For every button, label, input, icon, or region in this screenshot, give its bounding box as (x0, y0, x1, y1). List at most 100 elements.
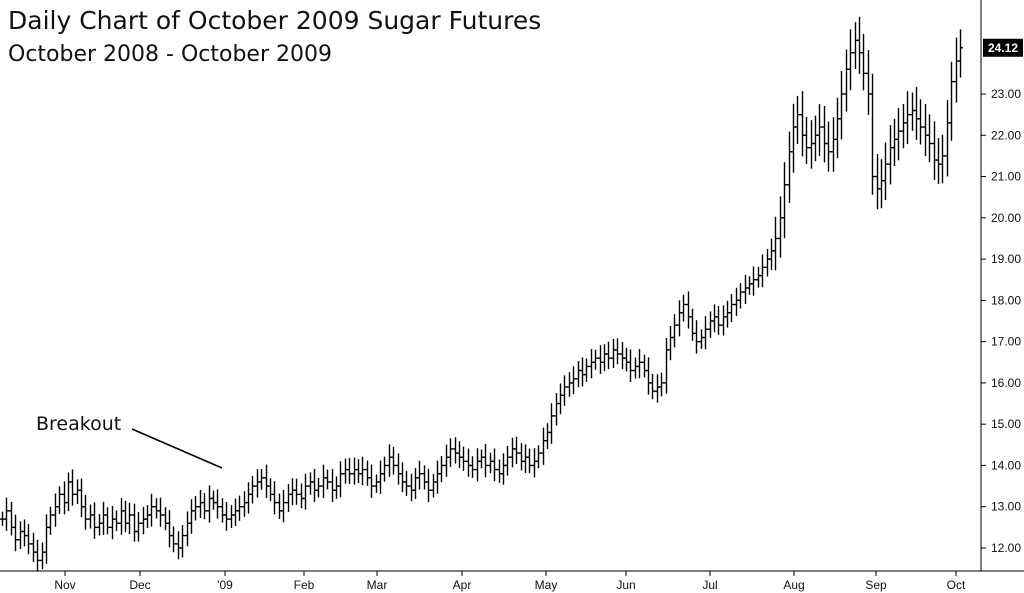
ohlc-bar (422, 465, 427, 490)
ohlc-bar (712, 304, 717, 333)
ohlc-bar (483, 444, 488, 478)
x-tick-label: Jun (616, 578, 635, 592)
x-tick-label: Jul (702, 578, 717, 592)
ohlc-bar (57, 486, 62, 514)
ohlc-bar (281, 489, 286, 523)
ohlc-bar (800, 91, 805, 157)
ohlc-bar (681, 294, 686, 322)
ohlc-bar (536, 445, 541, 469)
ohlc-bar (848, 29, 853, 91)
ohlc-bar (633, 357, 638, 379)
ohlc-bar (189, 499, 194, 534)
ohlc-bar (105, 507, 110, 535)
ohlc-bar (835, 97, 840, 159)
ohlc-bar (831, 117, 836, 172)
ohlc-bar (782, 162, 787, 239)
ohlc-bar (101, 501, 106, 536)
ohlc-bar (13, 514, 18, 552)
ohlc-bar (88, 504, 93, 529)
ohlc-bar (154, 498, 159, 519)
ohlc-bar (778, 196, 783, 258)
ohlc-bar (4, 497, 9, 531)
ohlc-bar (554, 392, 559, 426)
ohlc-bar (114, 510, 119, 532)
ohlc-bar (356, 459, 361, 484)
ohlc-bar (457, 441, 462, 468)
ohlc-bar (198, 490, 203, 519)
ohlc-bar (523, 444, 528, 473)
ohlc-bar (655, 374, 660, 403)
ohlc-bar (751, 266, 756, 296)
ohlc-bar (475, 448, 480, 482)
y-tick-label: 17.00 (991, 335, 1021, 349)
ohlc-bar (760, 254, 765, 288)
ohlc-bar (664, 337, 669, 394)
ohlc-bar (470, 456, 475, 478)
ohlc-bar (250, 475, 255, 504)
ohlc-bar (26, 524, 31, 555)
ohlc-bar (927, 114, 932, 163)
ohlc-bar (905, 91, 910, 145)
x-tick-label: May (535, 578, 558, 592)
ohlc-bar (791, 103, 796, 173)
ohlc-bar (945, 100, 950, 177)
ohlc-bar (918, 99, 923, 145)
ohlc-bar (264, 464, 269, 498)
ohlc-bar (492, 448, 497, 482)
ohlc-bar (853, 22, 858, 70)
ohlc-bar (672, 314, 677, 348)
ohlc-bar (119, 497, 124, 535)
x-tick-label: Nov (54, 578, 75, 592)
ohlc-bar (220, 498, 225, 523)
ohlc-bar (729, 294, 734, 323)
ohlc-bar (277, 493, 282, 520)
ohlc-bar (382, 456, 387, 482)
ohlc-bar (892, 119, 897, 167)
ohlc-bar (439, 456, 444, 483)
ohlc-bar (620, 341, 625, 370)
ohlc-bar (387, 444, 392, 477)
ohlc-bar (294, 478, 299, 505)
y-tick-label: 19.00 (991, 252, 1021, 266)
x-tick-label: Aug (783, 578, 804, 592)
ohlc-bar (510, 437, 515, 468)
ohlc-bar (431, 473, 436, 498)
ohlc-bar (193, 496, 198, 521)
ohlc-bar (272, 481, 277, 515)
ohlc-bar (804, 117, 809, 165)
ohlc-bar (650, 373, 655, 400)
ohlc-bar (826, 121, 831, 172)
ohlc-bar (268, 478, 273, 502)
y-tick-label: 12.00 (991, 541, 1021, 555)
ohlc-bar (844, 49, 849, 112)
ohlc-bar (501, 453, 506, 485)
x-tick-label: Oct (947, 578, 966, 592)
ohlc-bar (936, 138, 941, 184)
ohlc-bar (958, 29, 963, 78)
ohlc-bar (321, 464, 326, 498)
ohlc-bar (488, 452, 493, 474)
ohlc-bar (725, 300, 730, 328)
ohlc-bar (132, 503, 137, 542)
ohlc-bar (44, 514, 49, 564)
ohlc-bar (690, 308, 695, 341)
chart-subtitle: October 2008 - October 2009 (8, 42, 332, 67)
ohlc-bar (787, 131, 792, 203)
ohlc-bar (110, 505, 115, 540)
ohlc-bar (532, 448, 537, 478)
ohlc-bar (694, 320, 699, 354)
y-tick-label: 18.00 (991, 293, 1021, 307)
ohlc-bar (606, 341, 611, 370)
ohlc-bar (896, 107, 901, 161)
ohlc-bar (246, 482, 251, 514)
ohlc-bar (734, 287, 739, 316)
x-tick-label: Mar (367, 578, 388, 592)
ohlc-bar (352, 457, 357, 485)
ohlc-bar (259, 469, 264, 490)
ohlc-bar (932, 121, 937, 181)
ohlc-bar (571, 366, 576, 395)
ohlc-bar (224, 502, 229, 531)
y-tick-label: 15.00 (991, 417, 1021, 431)
ohlc-bar (211, 490, 216, 510)
ohlc-bar (426, 468, 431, 503)
